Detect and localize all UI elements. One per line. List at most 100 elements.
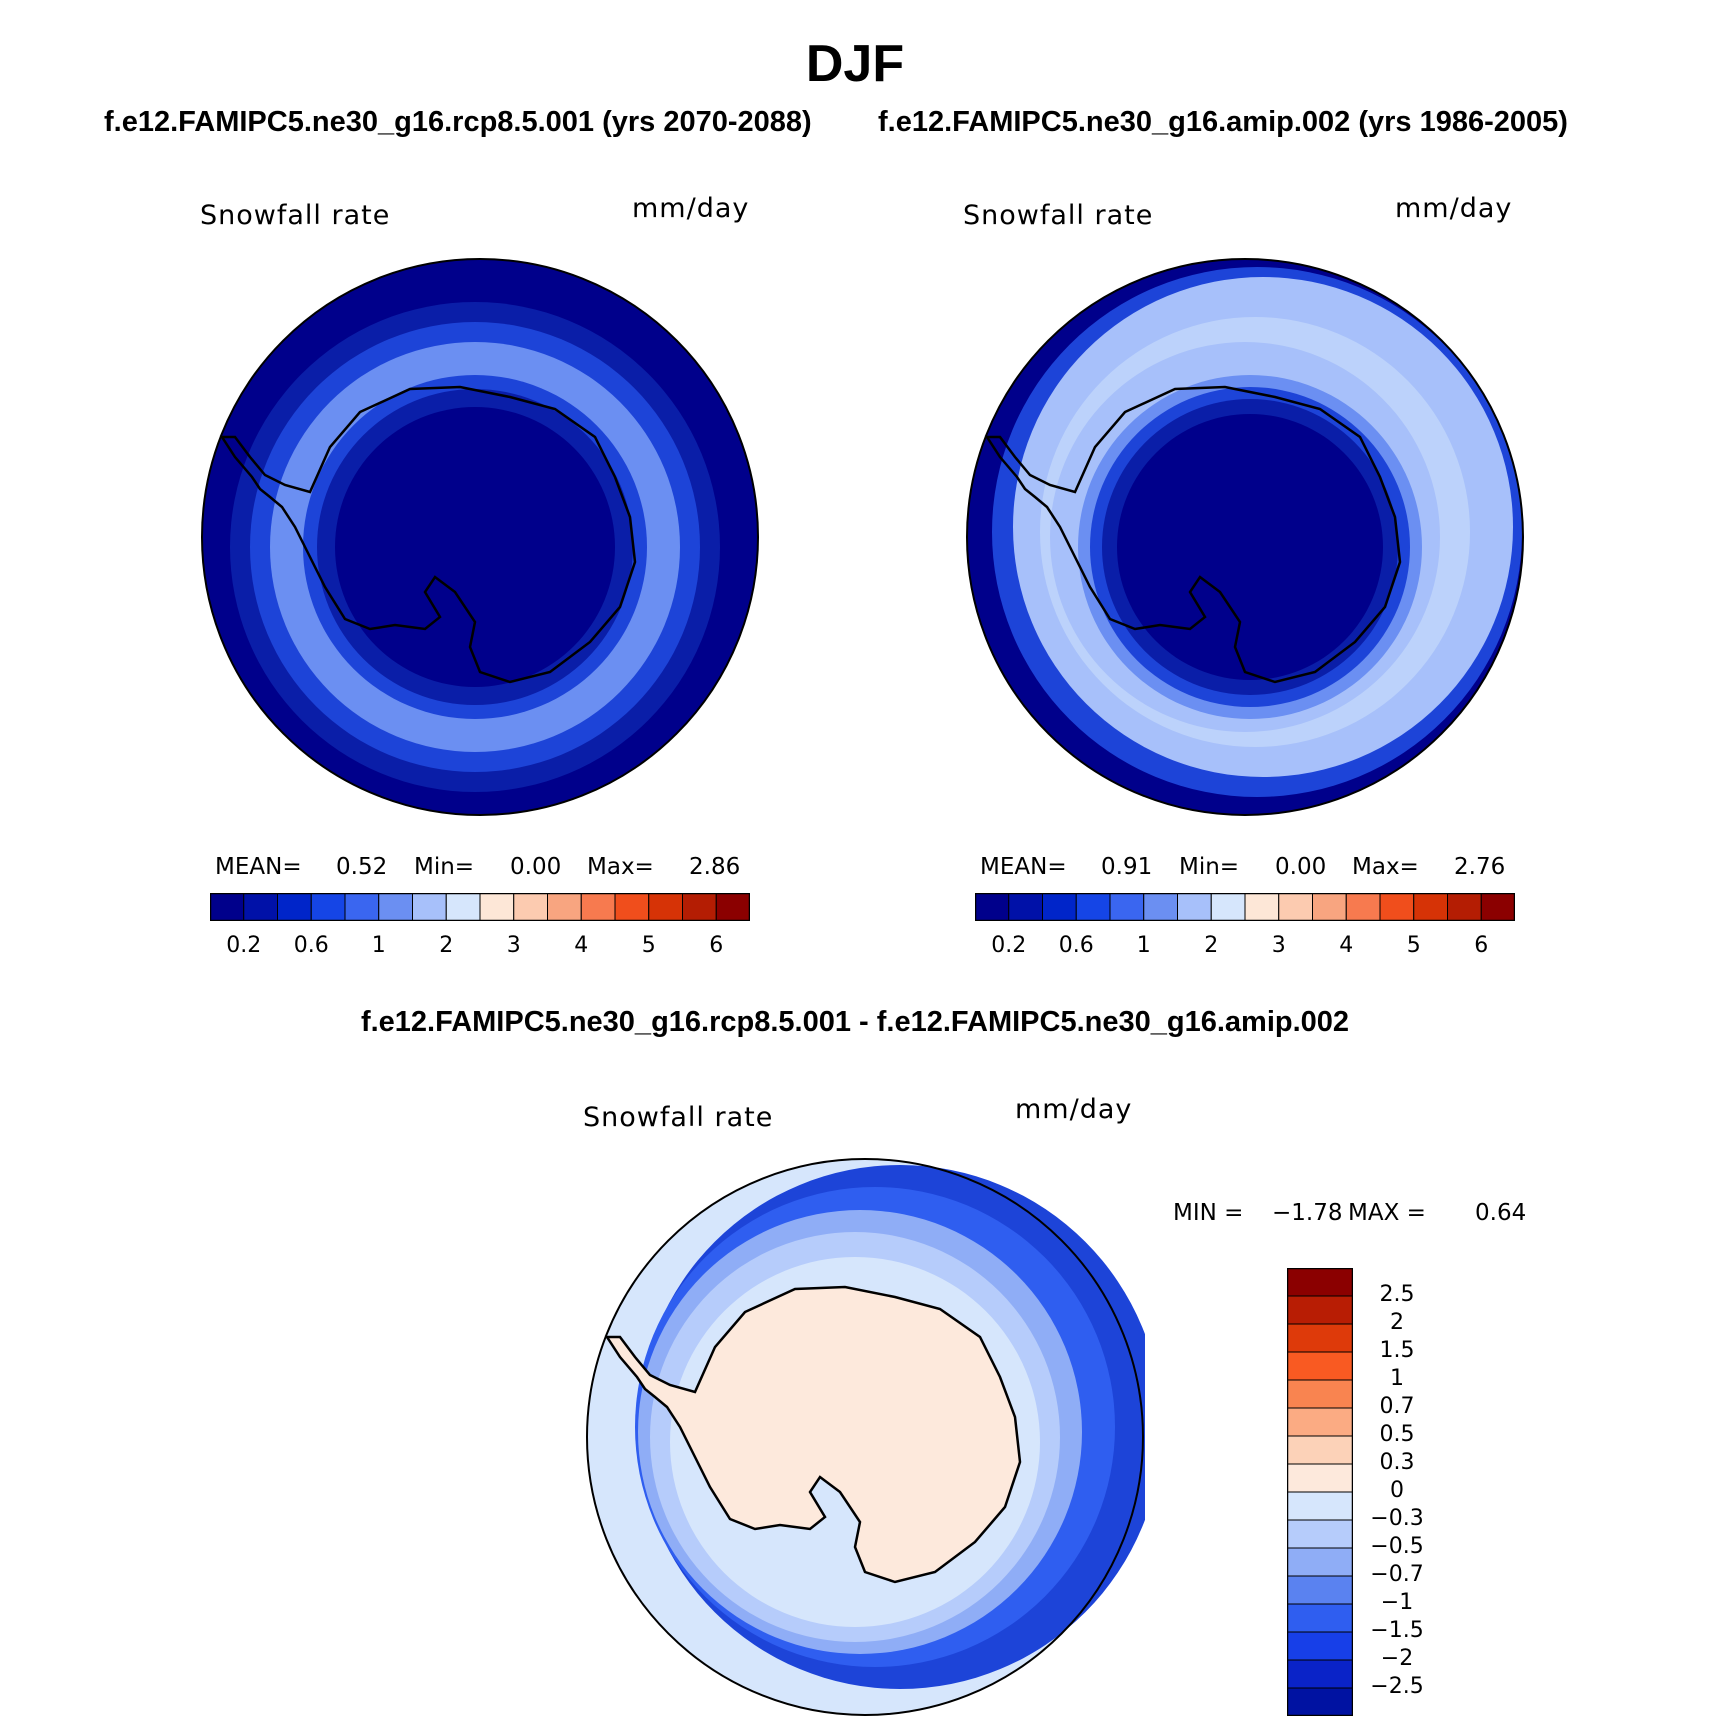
panel-2-colorbar-ticks: 0.2 0.6 1 2 3 4 5 6 [975, 933, 1515, 961]
colorbar-swatch [1287, 1547, 1353, 1577]
difference-title: f.e12.FAMIPC5.ne30_g16.rcp8.5.001 - f.e1… [360, 1006, 1350, 1038]
colorbar-frame [210, 893, 750, 921]
colorbar-tick-label: 0.7 [1379, 1394, 1415, 1419]
panel-2-case-title: f.e12.FAMIPC5.ne30_g16.amip.002 (yrs 198… [878, 106, 1568, 138]
colorbar-swatch [1143, 893, 1178, 921]
colorbar-swatch [1287, 1491, 1353, 1521]
colorbar-tick-label: −1 [1380, 1590, 1414, 1615]
panel-1-colorbar [210, 893, 750, 921]
colorbar-tick-label: −2 [1380, 1646, 1414, 1671]
colorbar-swatch [715, 893, 750, 921]
panel-2-max-label: Max= [1352, 854, 1419, 880]
difference-colorbar-ticks: 2.5 2 1.5 1 0.7 0.5 0.3 0 −0.3 −0.5 −0.7 −1 −1.5 −2 −2… [1357, 1268, 1477, 1716]
colorbar-tick-label: 1 [1136, 933, 1151, 958]
panel-1-max-label: Max= [587, 854, 654, 880]
colorbar-swatch [1379, 893, 1415, 921]
colorbar-tick-label: 1 [1390, 1366, 1404, 1391]
panel-2-min-value: 0.00 [1275, 854, 1327, 880]
colorbar-frame [975, 893, 1515, 921]
colorbar-tick-label: 3 [1271, 933, 1286, 958]
colorbar-tick-label: 0.2 [991, 933, 1027, 958]
colorbar-swatch [1287, 1379, 1353, 1409]
panel-2-max-value: 2.76 [1454, 854, 1506, 880]
colorbar-swatch [1210, 893, 1246, 921]
colorbar-swatch [277, 893, 312, 921]
panel-1-min-value: 0.00 [510, 854, 562, 880]
colorbar-tick-label: −0.3 [1370, 1506, 1424, 1531]
colorbar-swatch [648, 893, 683, 921]
difference-max-label: MAX = [1348, 1200, 1426, 1226]
colorbar-tick-label: 6 [1474, 933, 1489, 958]
difference-units-label: mm/day [1015, 1094, 1133, 1125]
colorbar-swatch [1413, 893, 1448, 921]
difference-max-value: 0.64 [1475, 1200, 1527, 1226]
colorbar-swatch [1008, 893, 1043, 921]
figure-title: DJF [805, 35, 905, 93]
colorbar-swatch [614, 893, 650, 921]
colorbar-tick-label: 0.5 [1379, 1422, 1415, 1447]
colorbar-swatch [243, 893, 278, 921]
colorbar-tick-label: 2 [1390, 1310, 1404, 1335]
colorbar-tick-label: 1.5 [1379, 1338, 1415, 1363]
panel-2-colorbar [975, 893, 1515, 921]
colorbar-swatch [682, 893, 717, 921]
panel-1-max-value: 2.86 [689, 854, 741, 880]
panel-1-mean-value: 0.52 [336, 854, 388, 880]
difference-variable-label: Snowfall rate [583, 1102, 774, 1133]
colorbar-tick-label: −2.5 [1370, 1674, 1424, 1699]
colorbar-swatch [1447, 893, 1482, 921]
colorbar-swatch [1287, 1463, 1353, 1493]
colorbar-tick-label: 0.3 [1379, 1450, 1415, 1475]
colorbar-swatch [1287, 1631, 1353, 1661]
colorbar-swatch [513, 893, 548, 921]
colorbar-swatch [1287, 1687, 1353, 1716]
colorbar-swatch [378, 893, 413, 921]
panel-1-colorbar-ticks: 0.2 0.6 1 2 3 4 5 6 [210, 933, 750, 961]
colorbar-tick-label: 0.2 [226, 933, 262, 958]
colorbar-swatch [479, 893, 515, 921]
colorbar-swatch [1287, 1659, 1353, 1689]
difference-map [586, 1158, 1145, 1716]
colorbar-swatch [1287, 1295, 1353, 1325]
colorbar-tick-label: 6 [709, 933, 724, 958]
panel-2-mean-label: MEAN= [980, 854, 1067, 880]
panel-1-units-label: mm/day [632, 193, 750, 224]
colorbar-tick-label: 4 [1339, 933, 1354, 958]
panel-1-case-title: f.e12.FAMIPC5.ne30_g16.rcp8.5.001 (yrs 2… [104, 106, 812, 138]
colorbar-swatch [1312, 893, 1347, 921]
colorbar-swatch [210, 893, 245, 921]
colorbar-swatch [580, 893, 616, 921]
map-boundary [201, 258, 759, 816]
colorbar-tick-label: 0.6 [293, 933, 329, 958]
colorbar-swatch [547, 893, 582, 921]
colorbar-tick-label: 2.5 [1379, 1282, 1415, 1307]
colorbar-tick-label: 4 [574, 933, 589, 958]
colorbar-swatch [975, 893, 1010, 921]
colorbar-swatch [1287, 1603, 1353, 1633]
panel-2-min-label: Min= [1179, 854, 1240, 880]
panel-1-variable-label: Snowfall rate [200, 200, 391, 231]
colorbar-swatch [1177, 893, 1212, 921]
colorbar-tick-label: 2 [439, 933, 454, 958]
colorbar-swatch [1287, 1268, 1353, 1297]
colorbar-swatch [1244, 893, 1280, 921]
colorbar-swatch [1345, 893, 1381, 921]
panel-2-mean-value: 0.91 [1101, 854, 1153, 880]
colorbar-swatch [344, 893, 380, 921]
panel-2-units-label: mm/day [1395, 193, 1513, 224]
colorbar-swatch [1287, 1435, 1353, 1465]
colorbar-tick-label: −1.5 [1370, 1618, 1424, 1643]
colorbar-swatch [310, 893, 346, 921]
colorbar-tick-label: 0.6 [1058, 933, 1094, 958]
panel-1-min-label: Min= [414, 854, 475, 880]
colorbar-swatch [412, 893, 447, 921]
panel-2-variable-label: Snowfall rate [963, 200, 1154, 231]
colorbar-swatch [1287, 1575, 1353, 1605]
colorbar-swatch [1287, 1323, 1353, 1353]
colorbar-tick-label: −0.5 [1370, 1534, 1424, 1559]
colorbar-tick-label: 1 [371, 933, 386, 958]
colorbar-tick-label: 5 [641, 933, 656, 958]
colorbar-tick-label: −0.7 [1370, 1562, 1424, 1587]
colorbar-swatch [445, 893, 481, 921]
colorbar-swatch [1287, 1519, 1353, 1549]
